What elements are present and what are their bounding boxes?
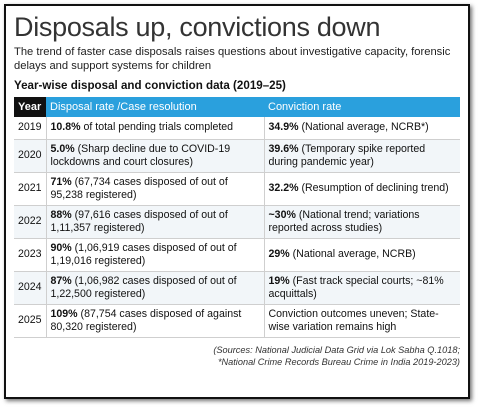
table-row: 2024 87% (1,06,982 cases disposed of out… (14, 271, 460, 305)
infographic-frame: Disposals up, convictions down The trend… (4, 4, 470, 399)
conviction-detail: (Temporary spike reported during pandemi… (268, 142, 426, 168)
year-cell: 2023 (14, 238, 47, 272)
conviction-detail: (National average, NCRB*) (298, 121, 429, 134)
table-header-row: Year Disposal rate /Case resolution Conv… (14, 97, 460, 117)
disposal-cell: 88% (97,616 cases disposed of out of 1,1… (46, 205, 265, 239)
sources-note: (Sources: National Judicial Data Grid vi… (14, 344, 460, 368)
disposal-detail: (87,754 cases disposed of against 80,320… (50, 307, 242, 333)
table-row: 2021 71% (67,734 cases disposed of out o… (14, 172, 460, 206)
conviction-rate: 32.2% (268, 182, 299, 194)
conviction-rate: 19% (268, 274, 290, 287)
disposal-rate: 109% (50, 307, 78, 320)
disposal-rate: 10.8% (50, 121, 81, 134)
disposal-rate: 71% (50, 175, 72, 188)
table-row: 2023 90% (1,06,919 cases disposed of out… (14, 238, 460, 272)
disposal-rate: 88% (50, 208, 72, 221)
sources-line-1: (Sources: National Judicial Data Grid vi… (213, 344, 460, 355)
disposal-cell: 87% (1,06,982 cases disposed of out of 1… (46, 271, 265, 305)
disposal-cell: 71% (67,734 cases disposed of out of 95,… (46, 172, 265, 206)
disposal-rate: 90% (50, 241, 72, 254)
year-cell: 2019 (14, 117, 47, 140)
table-row: 2022 88% (97,616 cases disposed of out o… (14, 205, 460, 239)
disposal-detail: (97,616 cases disposed of out of 1,11,35… (50, 208, 228, 234)
conviction-cell: 19% (Fast track special courts; ~81% acq… (264, 271, 460, 305)
conviction-detail: (National average, NCRB) (289, 248, 416, 260)
conviction-cell: 39.6% (Temporary spike reported during p… (264, 139, 460, 173)
disposal-rate: 5.0% (50, 142, 75, 155)
infographic-content: Disposals up, convictions down The trend… (14, 12, 460, 368)
disposal-detail: (1,06,919 cases disposed of out of 1,19,… (50, 241, 237, 267)
year-cell: 2021 (14, 172, 47, 206)
conviction-cell: 32.2% (Resumption of declining trend) (264, 172, 460, 206)
table-row: 2025 109% (87,754 cases disposed of agai… (14, 304, 460, 338)
conviction-rate: 39.6% (268, 142, 299, 155)
year-cell: 2022 (14, 205, 47, 239)
year-cell: 2025 (14, 304, 47, 338)
disposal-cell: 5.0% (Sharp decline due to COVID-19 lock… (46, 139, 265, 173)
disposal-detail: (Sharp decline due to COVID-19 lockdowns… (50, 142, 231, 168)
headline: Disposals up, convictions down (14, 12, 381, 42)
disposal-cell: 109% (87,754 cases disposed of against 8… (46, 304, 265, 338)
data-table: Year Disposal rate /Case resolution Conv… (14, 97, 460, 338)
table-row: 2019 10.8% of total pending trials compl… (14, 117, 460, 140)
conviction-cell: Conviction outcomes uneven; State-wise v… (264, 304, 460, 338)
disposal-detail: (1,06,982 cases disposed of out of 1,22,… (50, 274, 237, 300)
header-year: Year (14, 97, 46, 117)
header-disposal: Disposal rate /Case resolution (46, 97, 264, 117)
table-row: 2020 5.0% (Sharp decline due to COVID-19… (14, 139, 460, 173)
conviction-rate: 34.9% (268, 121, 299, 134)
year-cell: 2024 (14, 271, 47, 305)
disposal-detail: (67,734 cases disposed of out of 95,238 … (50, 175, 228, 201)
conviction-rate: 29% (268, 248, 290, 260)
disposal-detail: of total pending trials completed (80, 121, 234, 134)
header-conviction: Conviction rate (264, 97, 460, 117)
year-cell: 2020 (14, 139, 47, 173)
conviction-detail: (Resumption of declining trend) (298, 182, 449, 194)
disposal-cell: 90% (1,06,919 cases disposed of out of 1… (46, 238, 265, 272)
conviction-detail: (National trend; variations reported acr… (268, 208, 420, 234)
disposal-rate: 87% (50, 274, 72, 287)
conviction-detail: (Fast track special courts; ~81% acquitt… (268, 274, 444, 300)
conviction-cell: 29% (National average, NCRB) (264, 238, 460, 272)
sources-line-2: *National Crime Records Bureau Crime in … (217, 356, 460, 367)
disposal-cell: 10.8% of total pending trials completed (46, 117, 265, 140)
section-title: Year-wise disposal and conviction data (… (14, 79, 286, 92)
conviction-cell: ~30% (National trend; variations reporte… (264, 205, 460, 239)
subtitle: The trend of faster case disposals raise… (14, 46, 451, 72)
conviction-rate: ~30% (268, 208, 296, 221)
conviction-detail: Conviction outcomes uneven; State-wise v… (268, 307, 439, 333)
conviction-cell: 34.9% (National average, NCRB*) (264, 117, 460, 140)
